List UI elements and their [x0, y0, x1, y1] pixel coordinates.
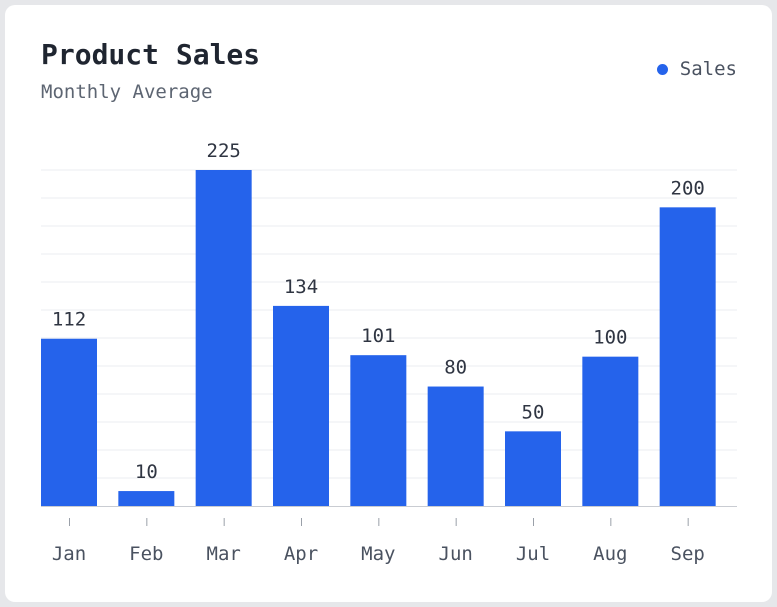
x-tick-label-feb: Feb — [129, 543, 163, 565]
chart-title: Product Sales — [41, 38, 261, 71]
chart-subtitle: Monthly Average — [41, 81, 213, 103]
data-label-aug: 100 — [593, 327, 627, 349]
x-tick-label-apr: Apr — [284, 543, 318, 565]
data-label-sep: 200 — [671, 177, 705, 199]
bars — [41, 170, 716, 507]
data-label-feb: 10 — [135, 461, 158, 483]
data-label-jul: 50 — [522, 401, 545, 423]
bar-jan[interactable] — [41, 338, 97, 506]
x-tick-label-sep: Sep — [671, 543, 705, 565]
bar-jul[interactable] — [505, 431, 561, 506]
bar-aug[interactable] — [582, 356, 639, 506]
x-tick-label-may: May — [361, 543, 395, 565]
x-tick-label-mar: Mar — [207, 543, 241, 565]
data-label-apr: 134 — [284, 276, 318, 298]
data-label-jun: 80 — [444, 357, 467, 379]
x-tick-label-jul: Jul — [516, 543, 550, 565]
x-tick-label-jun: Jun — [439, 543, 473, 565]
chart-legend: Sales — [656, 58, 737, 80]
bar-mar[interactable] — [195, 170, 252, 506]
x-tick-label-aug: Aug — [593, 543, 627, 565]
bar-jun[interactable] — [427, 386, 484, 506]
bar-sep[interactable] — [659, 207, 716, 507]
data-label-jan: 112 — [52, 309, 86, 331]
data-label-mar: 225 — [207, 140, 241, 162]
bar-may[interactable] — [350, 355, 407, 506]
data-labels: 112 10 225 134 101 80 50 100 200 — [52, 140, 705, 483]
x-tick-label-jan: Jan — [52, 543, 86, 565]
legend-label-sales: Sales — [679, 58, 737, 80]
bar-feb[interactable] — [118, 491, 175, 506]
legend-marker-sales — [656, 63, 668, 75]
data-label-may: 101 — [361, 325, 395, 347]
bar-apr[interactable] — [273, 305, 329, 506]
x-axis: Jan Feb Mar Apr May Jun Jul Aug Sep — [41, 506, 737, 565]
